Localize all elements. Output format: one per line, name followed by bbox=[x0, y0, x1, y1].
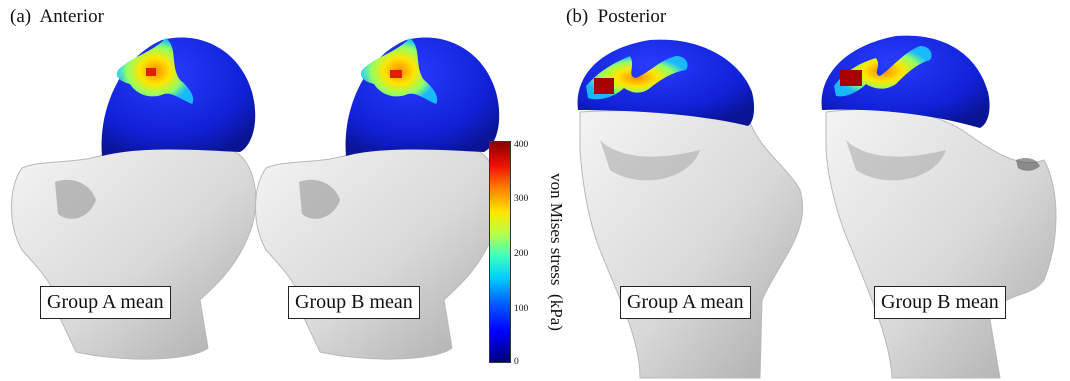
panel-b-title: (b) Posterior bbox=[566, 6, 667, 27]
posterior-group-b-femur bbox=[821, 35, 1057, 379]
colorbar-label: von Mises stress (kPa) bbox=[547, 173, 566, 331]
bone-shaft bbox=[255, 145, 501, 360]
stress-peak bbox=[146, 68, 156, 76]
greater-trochanter-shadow bbox=[1016, 158, 1040, 171]
bone-shaft bbox=[11, 145, 257, 360]
trochanter-shadow bbox=[55, 179, 96, 219]
caption-anterior-group-b: Group B mean bbox=[288, 286, 420, 319]
panel-a-title: (a) Anterior bbox=[10, 6, 104, 27]
colorbar-tick-0: 0 bbox=[514, 357, 519, 367]
posterior-group-a-femur bbox=[577, 39, 804, 379]
neck-shadow bbox=[600, 140, 700, 181]
caption-posterior-group-b: Group B mean bbox=[874, 286, 1006, 319]
trochanter-shadow bbox=[299, 179, 340, 219]
caption-anterior-group-a: Group A mean bbox=[40, 286, 171, 319]
neck-shadow bbox=[846, 140, 946, 181]
bone-shaft bbox=[825, 108, 1057, 379]
caption-posterior-group-a: Group A mean bbox=[620, 286, 751, 319]
femoral-head bbox=[821, 35, 990, 128]
colorbar-tick-100: 100 bbox=[514, 304, 529, 314]
colorbar-tick-300: 300 bbox=[514, 194, 529, 204]
stress-peak bbox=[594, 78, 614, 94]
colorbar-tick-200: 200 bbox=[514, 249, 529, 259]
stress-peak bbox=[390, 70, 402, 78]
colorbar-tick-400: 400 bbox=[514, 140, 529, 150]
stress-peak bbox=[840, 70, 862, 86]
stress-colorbar bbox=[489, 141, 511, 363]
